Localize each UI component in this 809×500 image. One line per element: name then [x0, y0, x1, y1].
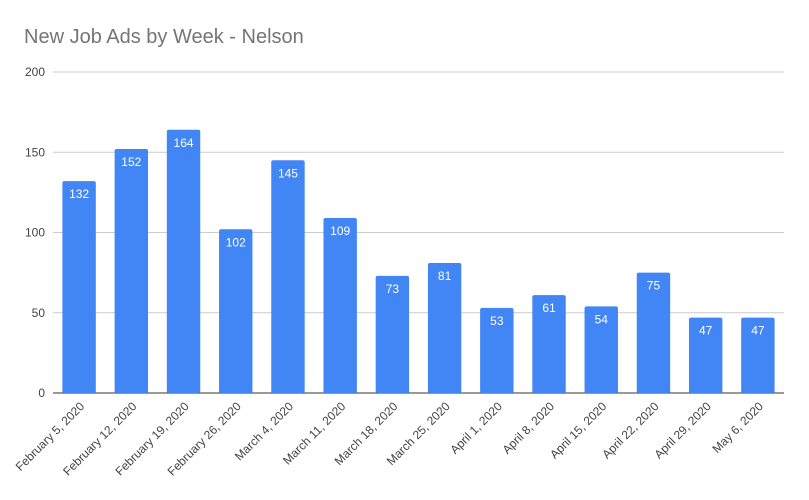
- bar: [688, 317, 723, 393]
- y-tick-label: 0: [38, 386, 45, 400]
- bar: [375, 275, 410, 393]
- bar-value-label: 47: [699, 324, 713, 338]
- bar: [741, 317, 775, 393]
- bar: [219, 229, 253, 393]
- x-tick-label: April 8, 2020: [500, 399, 558, 457]
- bar-value-label: 152: [121, 155, 141, 169]
- y-tick-label: 200: [25, 65, 45, 79]
- bar-value-label: 164: [174, 136, 194, 150]
- bar: [323, 218, 357, 393]
- y-tick-label: 150: [25, 145, 45, 159]
- bar-value-label: 81: [438, 269, 452, 283]
- bar-value-label: 54: [595, 312, 609, 326]
- bar-value-label: 109: [330, 224, 350, 238]
- bar: [427, 262, 462, 393]
- bar-value-label: 75: [647, 279, 661, 293]
- bar: [584, 306, 618, 393]
- bar-value-label: 53: [490, 314, 504, 328]
- bar-value-label: 102: [226, 235, 246, 249]
- gridlines: [53, 71, 784, 394]
- x-tick-label: May 6, 2020: [709, 399, 766, 456]
- bar: [62, 181, 96, 393]
- bars: [62, 129, 775, 393]
- bar-value-label: 47: [751, 324, 765, 338]
- x-tick-label: April 29, 2020: [652, 399, 714, 461]
- y-tick-label: 50: [32, 306, 46, 320]
- bar-value-label: 132: [69, 187, 89, 201]
- data-labels: 132 152 164 102 145 109 73 81 53 61 54 75 47 47: [69, 136, 765, 338]
- bar: [114, 149, 149, 393]
- bar: [636, 272, 671, 393]
- y-tick-label: 100: [25, 226, 45, 240]
- bar: [166, 129, 201, 393]
- chart-title: New Job Ads by Week - Nelson: [24, 26, 304, 48]
- y-axis-ticks: 0 50 100 150 200: [25, 65, 45, 400]
- bar-value-label: 61: [542, 301, 556, 315]
- bar-value-label: 73: [386, 282, 400, 296]
- bar-value-label: 145: [278, 166, 298, 180]
- x-tick-label: April 1, 2020: [447, 399, 505, 457]
- bar: [532, 295, 566, 393]
- bar: [271, 160, 305, 393]
- bar: [480, 307, 514, 393]
